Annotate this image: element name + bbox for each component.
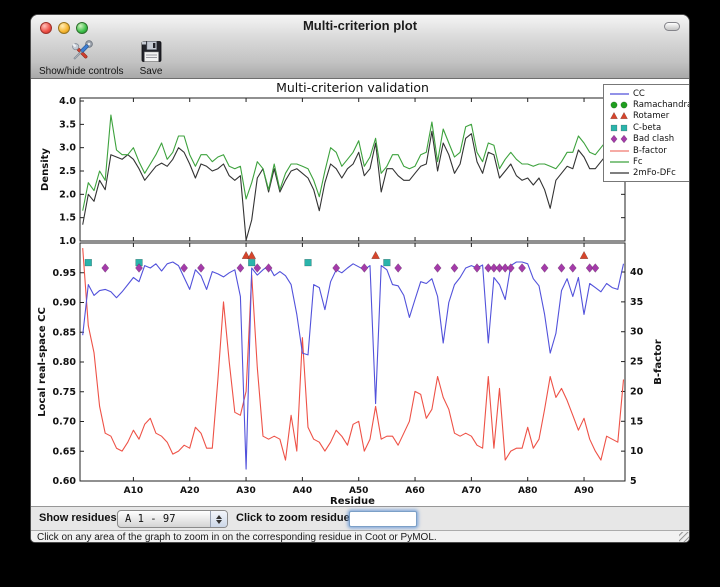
svg-text:Multi-criterion validation: Multi-criterion validation <box>276 80 429 95</box>
multi-criterion-plot-window: Multi-criterion plot <box>30 14 690 543</box>
svg-text:20: 20 <box>630 386 644 397</box>
svg-text:Local real-space CC: Local real-space CC <box>37 307 48 417</box>
svg-text:A80: A80 <box>518 486 538 496</box>
svg-text:40: 40 <box>630 267 644 278</box>
chain-range-value: A 1 - 97 <box>125 513 176 525</box>
svg-text:2.5: 2.5 <box>59 166 76 177</box>
zoom-residue-label: Click to zoom residue: <box>236 512 354 524</box>
top-axes <box>79 97 626 242</box>
svg-text:A30: A30 <box>236 486 256 496</box>
window-title: Multi-criterion plot <box>302 18 418 33</box>
legend-label: Bad clash <box>633 134 675 145</box>
outlier-markers <box>84 250 600 273</box>
legend-entry: 2mFo-DFc <box>608 168 687 179</box>
status-bar: Click on any area of the graph to zoom i… <box>31 530 689 543</box>
svg-text:3.5: 3.5 <box>59 119 76 130</box>
svg-text:0.65: 0.65 <box>53 446 76 457</box>
svg-text:0.70: 0.70 <box>53 417 77 428</box>
svg-text:0.60: 0.60 <box>53 476 77 487</box>
svg-text:0.95: 0.95 <box>53 268 76 279</box>
svg-text:0.75: 0.75 <box>53 387 76 398</box>
svg-text:Residue: Residue <box>330 496 375 506</box>
legend-label: 2mFo-DFc <box>633 168 676 179</box>
legend-entry: Rotamer <box>608 111 687 122</box>
svg-text:4.0: 4.0 <box>59 96 76 107</box>
svg-text:A90: A90 <box>574 486 594 496</box>
svg-text:0.80: 0.80 <box>53 357 77 368</box>
svg-text:1.0: 1.0 <box>59 236 76 247</box>
svg-text:1.5: 1.5 <box>59 213 76 224</box>
save-button[interactable]: Save <box>138 37 165 77</box>
controls-bar: Show residues: A 1 - 97 Click to zoom re… <box>31 506 689 530</box>
zoom-residue-input[interactable] <box>349 511 417 527</box>
resize-grip[interactable] <box>679 532 689 542</box>
svg-text:15: 15 <box>630 416 643 427</box>
chain-range-select[interactable]: A 1 - 97 <box>117 510 228 528</box>
legend-label: CC <box>633 88 645 99</box>
tools-icon <box>71 40 93 60</box>
toolbar: Show/hide controls Save <box>31 37 689 79</box>
svg-text:A10: A10 <box>124 486 144 496</box>
svg-text:A20: A20 <box>180 486 200 496</box>
svg-text:0.85: 0.85 <box>53 327 76 338</box>
legend-label: B-factor <box>633 145 667 156</box>
legend-label: Fc <box>633 157 643 168</box>
b-factor-line <box>82 248 625 461</box>
legend-entry: Ramachandran <box>608 99 689 111</box>
show-hide-controls-label: Show/hide controls <box>39 66 124 77</box>
title-bar[interactable]: Multi-criterion plot <box>31 15 689 37</box>
legend-label: Ramachandran <box>633 100 689 111</box>
svg-text:5: 5 <box>630 476 637 487</box>
save-label: Save <box>139 66 163 77</box>
bottom-axes <box>79 242 626 482</box>
svg-text:A60: A60 <box>405 486 425 496</box>
svg-text:Density: Density <box>40 148 51 191</box>
svg-text:2.0: 2.0 <box>59 189 76 200</box>
fc-line <box>82 114 624 211</box>
svg-text:10: 10 <box>630 446 644 457</box>
figure: Multi-criterion validation 1.0 1.5 2.0 2.5 3.… <box>31 79 690 506</box>
plot-canvas[interactable]: Multi-criterion validation 1.0 1.5 2.0 2.5 3.… <box>31 79 690 506</box>
legend-entry: C-beta <box>608 122 687 133</box>
cc-line <box>82 261 625 470</box>
show-residues-label: Show residues: <box>39 512 121 524</box>
legend-entry: Bad clash <box>608 134 687 145</box>
minimize-button[interactable] <box>58 22 70 34</box>
show-hide-controls-button[interactable]: Show/hide controls <box>39 37 124 77</box>
svg-text:A70: A70 <box>462 486 482 496</box>
2mfo-dfc-line <box>82 130 625 241</box>
svg-text:A50: A50 <box>349 486 369 496</box>
close-button[interactable] <box>40 22 52 34</box>
svg-text:B-factor: B-factor <box>653 339 664 384</box>
svg-text:35: 35 <box>630 297 643 308</box>
zoom-button[interactable] <box>76 22 88 34</box>
stepper-arrows-icon[interactable] <box>210 511 227 527</box>
svg-text:0.90: 0.90 <box>53 298 77 309</box>
legend-entry: CC <box>608 88 687 99</box>
toolbar-collapse-button[interactable] <box>664 22 680 31</box>
legend-entry: Fc <box>608 156 687 167</box>
svg-text:25: 25 <box>630 357 643 368</box>
svg-text:A40: A40 <box>293 486 313 496</box>
svg-text:3.0: 3.0 <box>59 143 76 154</box>
window-header: Multi-criterion plot <box>31 15 689 79</box>
legend-entry: B-factor <box>608 145 687 156</box>
status-text: Click on any area of the graph to zoom i… <box>37 532 437 543</box>
legend-label: Rotamer <box>633 111 670 122</box>
svg-text:30: 30 <box>630 327 644 338</box>
legend-label: C-beta <box>633 122 662 133</box>
save-icon <box>141 41 161 62</box>
